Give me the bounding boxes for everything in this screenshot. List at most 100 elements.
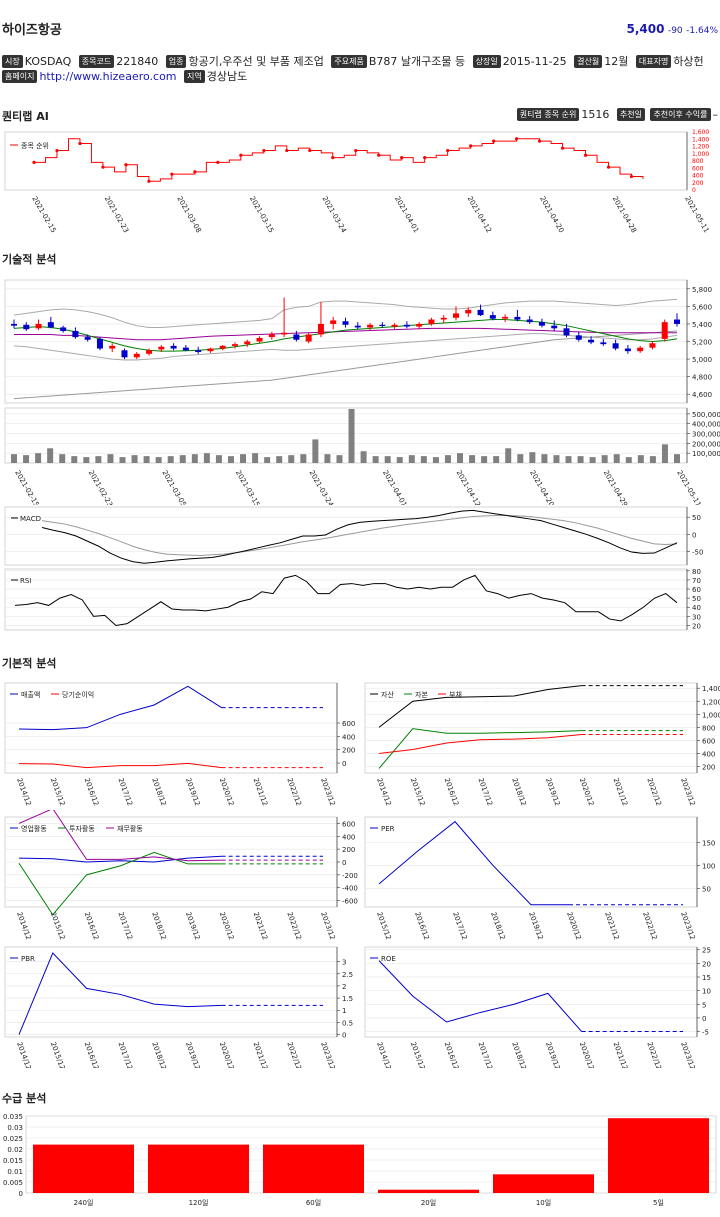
info-tag: 결산월	[574, 55, 603, 68]
x-tick-label: 2015/12	[49, 777, 66, 806]
candle-body	[158, 346, 165, 350]
volume-bar	[396, 457, 403, 463]
series-line	[18, 952, 222, 1035]
candle-body	[96, 338, 103, 349]
y-tick-label: 20	[692, 622, 701, 630]
x-tick-label: 2015/12	[49, 1041, 66, 1068]
volume-bar	[324, 454, 331, 463]
x-tick-label: 2016/12	[83, 1041, 100, 1068]
y-tick-label: 1,200	[702, 698, 720, 706]
volume-bar	[481, 456, 488, 463]
candle-body	[219, 345, 226, 349]
candle-body	[11, 323, 17, 326]
y-tick-label: 200	[342, 747, 355, 755]
x-tick-label: 2023/12	[319, 1041, 336, 1068]
volume-bar	[288, 455, 295, 463]
volume-bar	[179, 455, 186, 463]
candle-body	[281, 332, 288, 335]
legend-label: 당기순이익	[62, 690, 94, 699]
volume-bar	[432, 457, 439, 463]
y-tick-label: 5,000	[692, 356, 712, 364]
rank-point	[193, 170, 197, 174]
volume-bar	[312, 439, 319, 463]
volume-bar	[348, 408, 355, 463]
plot-frame	[4, 946, 338, 1038]
x-tick-label: 2020/12	[218, 1041, 235, 1068]
x-tick-label: 2018/12	[150, 1041, 167, 1068]
volume-bar	[276, 456, 283, 463]
volume-bar	[131, 455, 138, 463]
volume-bar	[191, 454, 198, 463]
candle-body	[367, 324, 374, 328]
series-line	[378, 734, 582, 754]
volume-bar	[264, 457, 271, 463]
info-value: 221840	[116, 55, 159, 68]
price-chart: 4,600 4,800 5,000 5,200 5,400 5,600 5,800	[4, 279, 712, 404]
info-value: 2015-11-25	[502, 55, 567, 68]
info-tag: 상장일	[472, 55, 501, 68]
legend-label: 매출액	[21, 690, 40, 699]
x-tick-label: 2023/12	[679, 1041, 696, 1068]
volume-bar	[529, 452, 536, 463]
x-tick-label: 2021-03-15	[234, 469, 261, 505]
y-tick-label: 5,200	[692, 339, 712, 347]
price-box: 5,400 -90 -1.64%	[626, 22, 718, 36]
y-tick-label: 5,800	[692, 286, 712, 294]
series-line	[18, 762, 222, 769]
rank-point	[583, 153, 588, 157]
y-tick-label: 1	[342, 1007, 346, 1015]
candle-body	[661, 322, 668, 339]
rank-point	[515, 137, 519, 141]
candle-body	[477, 309, 484, 316]
x-tick-label: 2016/12	[443, 777, 460, 806]
y-tick-label: 200	[702, 763, 715, 771]
y-tick-label: 800	[702, 724, 715, 732]
x-tick-label: 2021-03-08	[175, 195, 202, 234]
x-tick-label: 2017/12	[476, 777, 493, 806]
candle-body	[588, 339, 595, 343]
legend-label: RSI	[20, 577, 31, 585]
x-tick-label: 2022/12	[285, 1041, 302, 1068]
x-tick-label: 2020/12	[578, 1041, 595, 1068]
y-tick-label: 0	[692, 531, 696, 539]
x-tick-label: 2016/12	[413, 911, 430, 940]
legend-label: PBR	[21, 955, 35, 963]
y-tick-label: 0.01	[7, 1168, 23, 1176]
x-tick-label: 2014/12	[15, 777, 32, 806]
x-tick-label: 2016/12	[83, 911, 100, 940]
candle-body	[35, 323, 42, 329]
y-tick-label: -50	[692, 548, 703, 556]
y-tick-label: -200	[342, 872, 358, 880]
rank-point	[308, 148, 312, 153]
x-tick-label: 2018/12	[150, 911, 167, 940]
y-tick-label: 400	[692, 173, 704, 180]
y-tick-label: 0	[342, 760, 346, 768]
x-tick-label: 2014/12	[375, 777, 392, 806]
y-tick-label: 1,400	[692, 136, 709, 143]
candle-body	[453, 313, 459, 318]
plot-frame	[4, 682, 338, 774]
volume-bar	[444, 455, 451, 463]
x-tick-label: 2018/12	[510, 777, 527, 806]
volume-bar	[384, 456, 391, 463]
y-tick-label: 2.5	[342, 971, 353, 979]
series-line	[378, 960, 583, 1032]
x-tick-label: 2018/12	[489, 911, 506, 940]
rank-point	[170, 172, 174, 176]
rank-point	[469, 144, 473, 148]
supply-bar	[263, 1144, 364, 1193]
volume-bar	[553, 455, 560, 463]
y-tick-label: 0.005	[3, 1179, 23, 1187]
y-tick-label: 2	[342, 983, 346, 991]
candle-body	[624, 348, 631, 352]
candle-body	[195, 350, 202, 353]
sales-chart: 0 200 400 600 매출액 당기순이익 2014/12 2015/12 2016/12 2…	[4, 682, 355, 806]
homepage-link[interactable]: http://www.hizeaero.com	[39, 70, 177, 83]
volume-bar	[83, 457, 90, 463]
candle-body	[416, 323, 423, 327]
rank-point	[216, 160, 220, 164]
legend-label: MACD	[20, 515, 41, 523]
rank-point	[101, 165, 105, 169]
